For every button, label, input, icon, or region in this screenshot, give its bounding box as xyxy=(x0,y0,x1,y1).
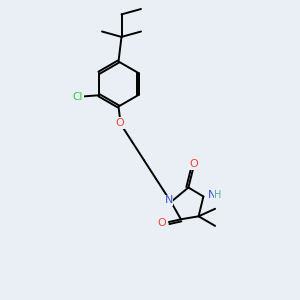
Text: O: O xyxy=(116,118,124,128)
Text: H: H xyxy=(214,190,221,200)
Text: N: N xyxy=(164,195,173,206)
Text: Cl: Cl xyxy=(73,92,83,102)
Text: O: O xyxy=(189,159,198,169)
Text: N: N xyxy=(208,190,216,200)
Text: O: O xyxy=(158,218,166,228)
